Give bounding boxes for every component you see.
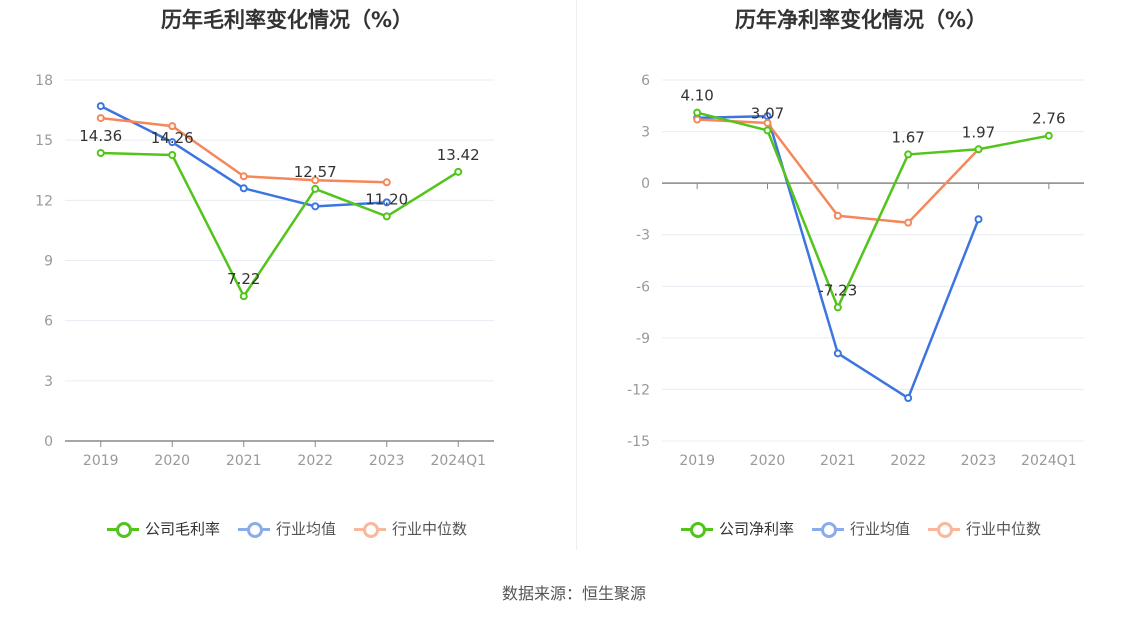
legend-label: 行业均值 xyxy=(849,520,910,538)
company-point xyxy=(904,150,913,159)
median-point xyxy=(904,218,913,227)
y-tick-label: 12 xyxy=(35,193,53,209)
net-margin-panel: 历年净利率变化情况（%） -15 -12 -9 -6 -3 0 3 6 2019 2020 2021… xyxy=(574,0,1148,560)
legend-marker-icon xyxy=(680,521,713,538)
legend-item-avg[interactable]: 行业均值 xyxy=(811,518,910,539)
median-point xyxy=(311,176,320,185)
y-tick-label: -12 xyxy=(627,382,650,398)
median-point xyxy=(96,114,105,123)
y-tick-label: 3 xyxy=(641,125,650,141)
y-tick-label: 6 xyxy=(641,73,650,89)
y-tick-label: 3 xyxy=(44,374,53,390)
x-tick-label: 2019 xyxy=(679,453,715,469)
legend-item-median[interactable]: 行业中位数 xyxy=(354,518,467,539)
data-label: 7.22 xyxy=(227,270,260,288)
legend: 公司净利率 行业均值 行业中位数 xyxy=(574,518,1148,539)
panel-divider xyxy=(576,0,577,550)
x-tick-label: 2023 xyxy=(961,453,997,469)
median-point xyxy=(833,211,842,220)
legend-item-avg[interactable]: 行业均值 xyxy=(237,518,336,539)
company-point xyxy=(763,126,772,135)
y-tick-label: -6 xyxy=(636,279,650,295)
gross-margin-chart: 0 3 6 9 12 15 18 2019 2020 2021 2022 2023 2024Q1 14.3… xyxy=(35,73,494,469)
avg-point xyxy=(382,198,391,207)
company-point xyxy=(693,108,702,117)
legend-marker-icon xyxy=(928,521,960,538)
y-tick-label: -3 xyxy=(636,228,650,244)
legend-label: 行业中位数 xyxy=(966,520,1042,538)
y-tick-label: 0 xyxy=(641,176,650,192)
legend-marker-icon xyxy=(237,521,270,538)
avg-point xyxy=(239,184,248,193)
y-tick-label: -9 xyxy=(636,331,650,347)
x-tick-label: 2021 xyxy=(226,453,262,469)
avg-point xyxy=(974,215,983,224)
avg-point xyxy=(904,394,913,403)
data-label: -7.23 xyxy=(818,281,857,299)
company-point xyxy=(96,149,105,158)
y-tick-label: 0 xyxy=(44,434,53,450)
avg-point xyxy=(96,102,105,111)
y-tick-label: 18 xyxy=(35,73,53,89)
y-tick-label: 15 xyxy=(35,133,53,149)
company-point xyxy=(311,184,320,193)
data-label: 1.67 xyxy=(891,128,924,146)
data-label: 1.97 xyxy=(962,123,995,141)
data-label: 13.42 xyxy=(437,146,480,164)
legend-label: 行业中位数 xyxy=(392,520,468,538)
legend-label: 公司净利率 xyxy=(718,520,794,538)
company-point xyxy=(1044,131,1053,140)
x-tick-label: 2023 xyxy=(369,453,405,469)
x-tick-label: 2022 xyxy=(297,453,333,469)
avg-point xyxy=(833,349,842,358)
legend-label: 公司毛利率 xyxy=(144,520,220,538)
data-label: 11.20 xyxy=(365,190,408,208)
x-tick-label: 2020 xyxy=(750,453,786,469)
legend-marker-icon xyxy=(811,521,844,538)
company-point xyxy=(974,145,983,154)
company-series-line xyxy=(100,151,459,298)
chart-title: 历年净利率变化情况（%） xyxy=(734,8,988,32)
avg-point xyxy=(168,138,177,147)
legend-item-company[interactable]: 公司净利率 xyxy=(680,518,794,539)
median-series-line xyxy=(697,118,980,224)
company-point xyxy=(454,167,463,176)
net-margin-chart: -15 -12 -9 -6 -3 0 3 6 2019 2020 2021 2022 2023 2024Q… xyxy=(627,73,1084,469)
avg-point xyxy=(311,202,320,211)
x-tick-label: 2024Q1 xyxy=(1021,453,1077,469)
data-label: 14.26 xyxy=(151,129,194,147)
median-point xyxy=(763,118,772,127)
data-label: 14.36 xyxy=(79,127,122,145)
y-tick-label: -15 xyxy=(627,434,650,450)
median-point xyxy=(168,122,177,131)
y-tick-label: 9 xyxy=(44,254,53,270)
x-tick-label: 2024Q1 xyxy=(430,453,486,469)
x-tick-label: 2022 xyxy=(890,453,926,469)
median-point xyxy=(693,115,702,124)
company-point xyxy=(833,303,842,312)
chart-title: 历年毛利率变化情况（%） xyxy=(160,8,414,32)
data-label: 2.76 xyxy=(1032,110,1065,128)
median-point xyxy=(239,172,248,181)
data-label: 12.57 xyxy=(294,163,337,181)
data-label: 4.10 xyxy=(680,87,713,105)
gross-margin-panel: 历年毛利率变化情况（%） 0 3 6 9 12 15 18 2019 2020 2021 2022 2… xyxy=(0,0,574,560)
x-tick-label: 2020 xyxy=(154,453,190,469)
company-series-line xyxy=(696,111,1050,309)
company-point xyxy=(239,292,248,301)
data-label: 3.07 xyxy=(751,104,784,122)
legend-marker-icon xyxy=(106,521,139,538)
x-tick-label: 2019 xyxy=(83,453,119,469)
legend-item-median[interactable]: 行业中位数 xyxy=(928,518,1041,539)
y-tick-label: 6 xyxy=(44,314,53,330)
legend: 公司毛利率 行业均值 行业中位数 xyxy=(0,518,574,539)
company-point xyxy=(382,212,391,221)
data-source: 数据来源：恒生聚源 xyxy=(501,584,646,603)
company-point xyxy=(168,151,177,160)
legend-label: 行业均值 xyxy=(275,520,336,538)
legend-marker-icon xyxy=(354,521,386,538)
legend-item-company[interactable]: 公司毛利率 xyxy=(106,518,220,539)
median-point xyxy=(382,178,391,187)
x-tick-label: 2021 xyxy=(820,453,856,469)
